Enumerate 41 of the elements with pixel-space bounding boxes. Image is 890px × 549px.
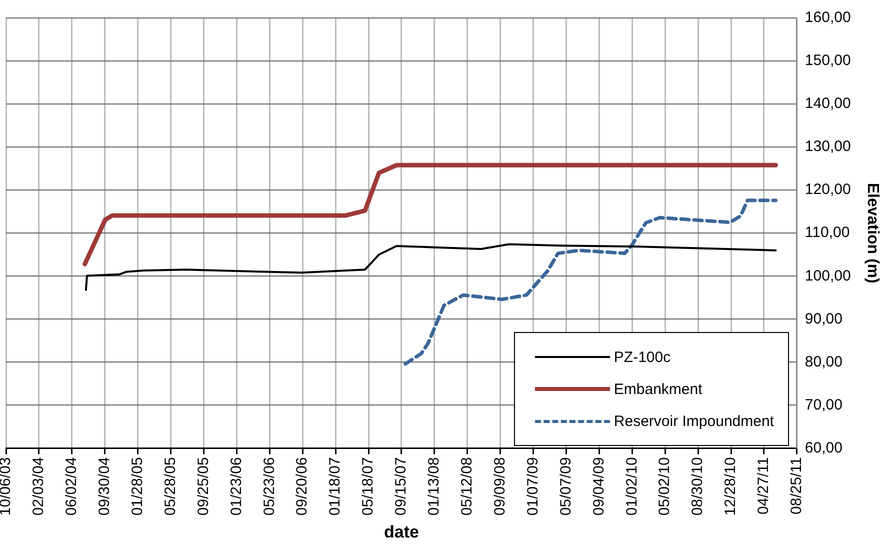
y-tick-label: 140,00 <box>804 95 851 112</box>
x-tick-label: 05/12/08 <box>458 457 476 516</box>
x-tick-label: 12/28/10 <box>722 457 740 516</box>
x-tick-label: 09/04/09 <box>590 457 608 516</box>
x-tick-label: 05/18/07 <box>360 457 377 516</box>
y-tick-label: 160,00 <box>804 9 851 26</box>
x-tick-label: 06/02/04 <box>63 457 80 516</box>
x-tick-label: 01/07/09 <box>524 457 542 516</box>
y-tick-label: 120,00 <box>804 181 851 198</box>
legend-label: Embankment <box>614 380 702 398</box>
x-tick-label: 08/25/11 <box>788 457 806 514</box>
legend-label: PZ-100c <box>614 348 671 366</box>
x-tick-label: 01/18/07 <box>326 457 344 516</box>
y-tick-label: 110,00 <box>804 224 850 242</box>
x-tick-label: 09/30/04 <box>96 457 114 516</box>
x-tick-label: 09/15/07 <box>392 457 410 516</box>
x-tick-label: 05/02/10 <box>656 457 674 516</box>
legend-label: Reservoir Impoundment <box>614 412 774 430</box>
x-tick-label: 05/23/06 <box>260 457 278 516</box>
x-tick-label: 01/23/06 <box>228 457 245 516</box>
y-tick-label: 80,00 <box>804 353 842 370</box>
y-axis-title: Elevation (m) <box>864 182 881 284</box>
x-tick-label: 01/02/10 <box>623 457 640 516</box>
x-tick-label: 08/30/10 <box>689 457 706 516</box>
y-tick-label: 70,00 <box>804 396 842 414</box>
x-tick-label: 05/28/05 <box>162 457 179 516</box>
line-series <box>404 198 778 366</box>
x-tick-label: 05/07/09 <box>557 457 574 516</box>
x-axis-title: date <box>384 522 419 542</box>
y-tick-label: 90,00 <box>804 310 842 328</box>
x-tick-label: 09/20/06 <box>294 457 311 516</box>
y-tick-label: 60,00 <box>804 439 842 456</box>
x-tick-label: 02/03/04 <box>30 457 48 516</box>
y-tick-label: 100,00 <box>804 267 851 284</box>
y-tick-label: 150,00 <box>804 52 851 70</box>
x-tick-label: 04/27/11 <box>755 457 772 514</box>
x-tick-label: 01/28/05 <box>128 457 146 516</box>
x-tick-label: 09/25/05 <box>194 457 212 516</box>
y-tick-label: 130,00 <box>804 138 851 156</box>
x-tick-label: 09/09/08 <box>491 457 508 516</box>
x-tick-label: 01/13/08 <box>426 457 443 516</box>
